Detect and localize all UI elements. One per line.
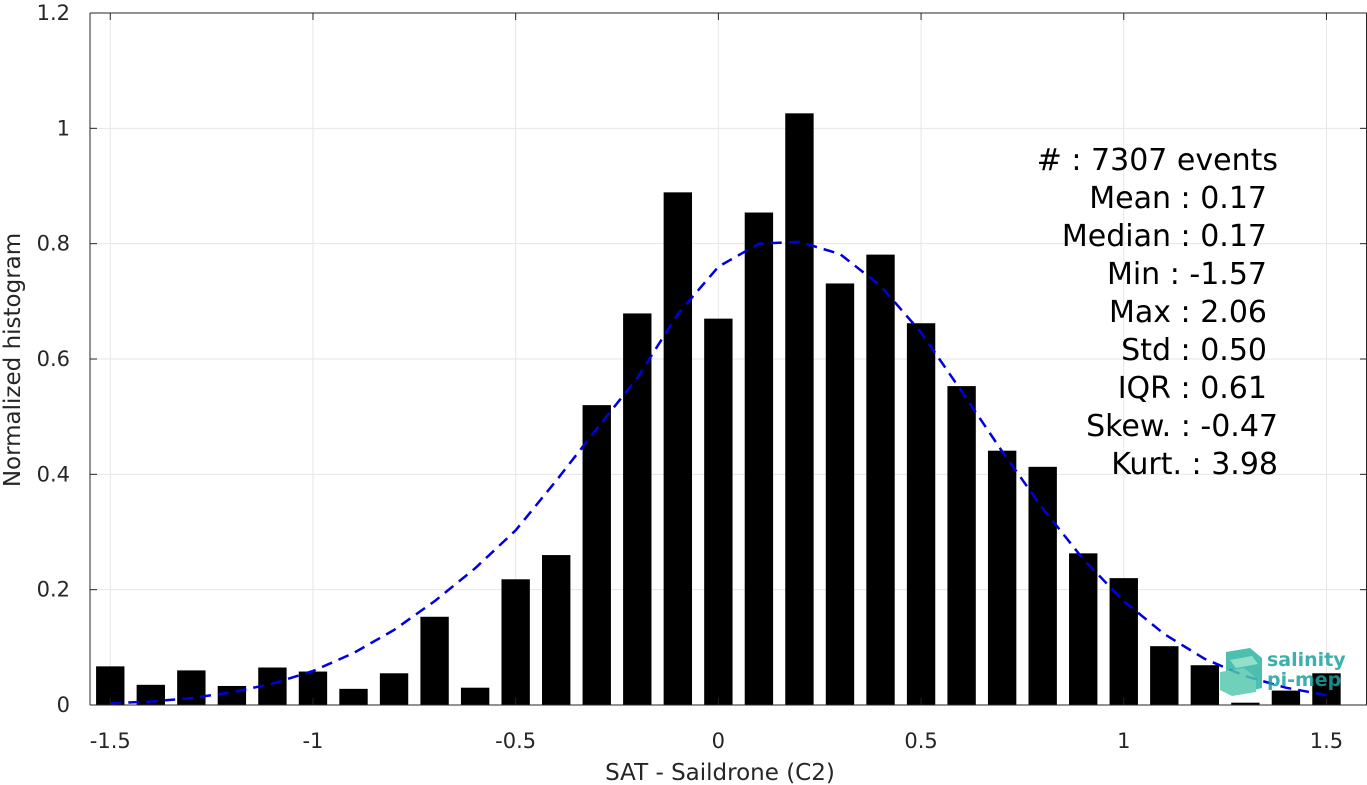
stat-kurt: Kurt. : 3.98 <box>1111 447 1278 482</box>
histogram-bar <box>1271 690 1301 705</box>
y-tick-label: 0.2 <box>37 578 70 602</box>
histogram-bar <box>177 670 206 705</box>
x-tick-labels: -1.5 -1 -0.5 0 0.5 1 1.5 <box>90 729 1343 753</box>
x-tick-label: 1 <box>1117 729 1130 753</box>
histogram-bar <box>663 192 693 706</box>
y-tick-label: 0.8 <box>37 232 70 256</box>
x-tick-label: -1 <box>302 729 323 753</box>
histogram-bar <box>623 313 652 705</box>
histogram-bar <box>379 673 409 705</box>
histogram-bar <box>501 579 530 705</box>
histogram-bar <box>420 616 449 705</box>
y-axis-label: Normalized histogram <box>0 233 26 487</box>
y-tick-label: 0 <box>57 693 70 717</box>
histogram-bar <box>906 323 936 705</box>
histogram-bar <box>1109 578 1138 705</box>
histogram-bar <box>1190 665 1220 705</box>
histogram-bar <box>460 687 490 705</box>
y-tick-label: 0.6 <box>37 347 70 371</box>
fit-curve <box>110 240 1327 705</box>
stat-median: Median : 0.17 <box>1062 219 1267 254</box>
x-tick-label: 0.5 <box>904 729 937 753</box>
stats-box: # : 7307 events Mean : 0.17 Median : 0.1… <box>1037 143 1278 482</box>
stat-mean: Mean : 0.17 <box>1089 181 1267 216</box>
histogram-bar <box>866 254 895 705</box>
x-axis-label: SAT - Saildrone (C2) <box>605 760 835 785</box>
logo-text-line1: salinity <box>1267 649 1346 671</box>
histogram-bar <box>704 318 733 705</box>
x-tick-label: 1.5 <box>1310 729 1343 753</box>
histogram-bar <box>542 555 571 705</box>
stat-max: Max : 2.06 <box>1109 295 1267 330</box>
histogram-bar <box>1069 553 1098 705</box>
histogram-bar <box>217 685 247 705</box>
stat-skew: Skew. : -0.47 <box>1086 409 1278 444</box>
y-tick-label: 1 <box>57 116 70 140</box>
salinity-pimep-logo-icon <box>1220 648 1262 696</box>
y-tick-labels: 0 0.2 0.4 0.6 0.8 1 1.2 <box>37 1 70 717</box>
stat-events: # : 7307 events <box>1037 143 1278 178</box>
histogram-bar <box>1028 466 1057 705</box>
x-tick-label: -0.5 <box>495 729 536 753</box>
histogram-bar <box>1231 702 1260 705</box>
x-tick-label: 0 <box>712 729 725 753</box>
y-tick-label: 1.2 <box>37 1 70 25</box>
stat-min: Min : -1.57 <box>1107 257 1267 292</box>
histogram-bar <box>744 212 774 705</box>
y-tick-label: 0.4 <box>37 462 70 486</box>
stat-std: Std : 0.50 <box>1121 333 1267 368</box>
logo-text-line2: pi-mep <box>1267 669 1341 691</box>
histogram-bar <box>785 113 814 706</box>
salinity-pimep-logo: salinity pi-mep <box>1220 648 1346 696</box>
histogram-bar <box>1150 646 1179 705</box>
stat-iqr: IQR : 0.61 <box>1118 371 1267 406</box>
histogram-bar <box>825 283 855 705</box>
histogram-bar <box>136 684 165 705</box>
histogram-bar <box>582 405 611 705</box>
x-tick-label: -1.5 <box>90 729 131 753</box>
histogram-bar <box>947 386 976 705</box>
histogram-bar <box>987 450 1017 705</box>
histogram-bars <box>96 113 1341 706</box>
histogram-bar <box>339 688 368 705</box>
